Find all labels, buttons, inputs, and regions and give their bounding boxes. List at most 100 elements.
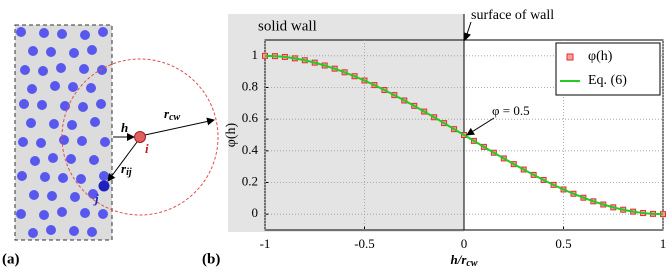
particle [57, 207, 67, 217]
particle [20, 65, 30, 75]
x-tick-label: 0 [461, 236, 468, 251]
rij-main: r [121, 161, 127, 176]
particle [90, 117, 100, 127]
particle [28, 228, 38, 238]
particle [19, 99, 29, 109]
particle [77, 136, 87, 146]
particle [87, 227, 97, 237]
half-label: φ = 0.5 [492, 103, 530, 118]
particle [69, 48, 79, 58]
y-tick-label: 0.6 [242, 110, 259, 125]
panel-label: (b) [202, 251, 220, 267]
rij-sub: ij [126, 167, 132, 178]
y-axis-label: φ(h) [224, 122, 239, 147]
x-tick-label: 1 [660, 236, 666, 251]
particle [26, 118, 36, 128]
x-tick-label: 0.5 [555, 236, 571, 251]
particle [16, 27, 26, 37]
particle [58, 173, 68, 183]
particle [98, 27, 108, 37]
y-tick-label: 0.2 [242, 173, 258, 188]
particle [80, 30, 90, 40]
particle [98, 209, 108, 219]
particle [47, 191, 57, 201]
panel-b: 0 0.2 0.4 0.6 0.8 1 -1 -0.5 0 0.5 1 φ(h) Eq. (6) φ(h)… [202, 8, 666, 269]
particle [67, 120, 77, 130]
series-line [264, 54, 664, 216]
particle [88, 189, 98, 199]
x-label-rest: /r [457, 252, 468, 267]
x-tick-label: -1 [260, 236, 271, 251]
rcw-label: rcw [164, 106, 181, 123]
panel-label: (a) [2, 251, 20, 267]
particle [36, 138, 46, 148]
particle [38, 66, 48, 76]
rcw-main: r [164, 106, 170, 121]
particle [99, 171, 109, 181]
particle [39, 28, 49, 38]
particle [89, 155, 99, 165]
particle [29, 190, 39, 200]
surface-arrow [463, 21, 472, 41]
particle [86, 83, 96, 93]
particle-j [98, 180, 110, 192]
half-arrow [466, 117, 495, 136]
particle [100, 137, 110, 147]
y-tick-label: 0.8 [242, 78, 258, 93]
particle [56, 63, 66, 73]
particle [68, 82, 78, 92]
x-tick-label: -0.5 [354, 236, 375, 251]
particle [17, 171, 27, 181]
x-label-sub: cw [466, 258, 477, 269]
j-label: j [93, 191, 99, 206]
cutoff-circle [61, 58, 219, 216]
legend-label: φ(h) [588, 49, 613, 64]
particle [37, 100, 47, 110]
particle [79, 64, 89, 74]
particle [57, 29, 67, 39]
particle [76, 174, 86, 184]
legend-marker [566, 53, 574, 61]
particle [87, 45, 97, 55]
h-label: h [121, 120, 128, 135]
particle [78, 102, 88, 112]
particle [96, 99, 106, 109]
x-label-main: h [450, 252, 457, 267]
particle [48, 153, 58, 163]
region-label: solid wall [258, 18, 317, 34]
particle [18, 137, 28, 147]
particles [16, 27, 110, 238]
legend-box [555, 42, 661, 96]
particle [69, 226, 79, 236]
particle [70, 192, 80, 202]
x-axis-label: h/rcw [450, 252, 477, 269]
y-tick-label: 0.4 [242, 142, 259, 157]
panel-a: h rcw rij i j (a) [2, 24, 219, 267]
particle [49, 119, 59, 129]
particle [39, 210, 49, 220]
particle [46, 47, 56, 57]
particle [27, 84, 37, 94]
particle [28, 46, 38, 56]
particle [59, 135, 69, 145]
legend-label: Eq. (6) [588, 73, 627, 88]
y-tick-label: 1 [252, 47, 259, 62]
y-tick-label: 0 [252, 205, 259, 220]
particle-i [134, 131, 146, 143]
rcw-sub: cw [169, 112, 180, 123]
i-label: i [145, 141, 149, 156]
surface-label: surface of wall [471, 8, 554, 23]
particle [50, 81, 60, 91]
wall-region [14, 24, 113, 241]
particle [46, 225, 56, 235]
wall-shade [228, 14, 464, 232]
particle [66, 154, 76, 164]
particle [60, 101, 70, 111]
particle [40, 172, 50, 182]
rij-label: rij [121, 161, 132, 178]
particle [16, 209, 26, 219]
particle [30, 156, 40, 166]
particle [80, 208, 90, 218]
rcw-arrow [144, 117, 215, 136]
